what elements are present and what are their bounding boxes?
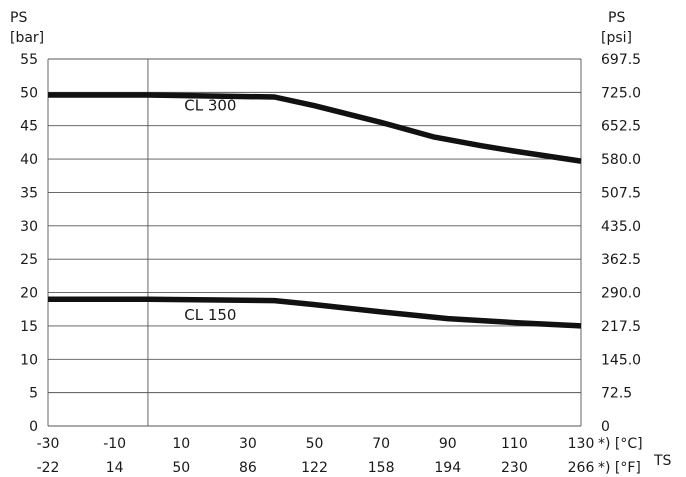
series-label-cl-150: CL 150	[184, 306, 236, 324]
right-tick-label: 290.0	[601, 286, 641, 302]
x-tick-label-celsius: 110	[501, 436, 528, 452]
left-tick-label: 40	[20, 152, 38, 168]
x-tick-label-celsius: 70	[372, 436, 390, 452]
tick-labels: 0 0 5 72.5 10 145.0 15 217.5 20 290.0 25 362.5 30 435…	[20, 52, 641, 476]
right-tick-label: 652.5	[601, 119, 641, 135]
left-tick-label: 35	[20, 185, 38, 201]
left-tick-label: 10	[20, 352, 38, 368]
right-tick-label: 580.0	[601, 152, 641, 168]
left-tick-label: 30	[20, 219, 38, 235]
x-tick-label-fahrenheit: 50	[172, 460, 190, 476]
series-lines	[48, 92, 582, 329]
right-tick-label: 217.5	[601, 319, 641, 335]
right-tick-label: 725.0	[601, 85, 641, 101]
right-tick-label: 362.5	[601, 252, 641, 268]
x-axis-title: TS	[653, 453, 672, 469]
x-tick-label-fahrenheit: -22	[37, 460, 60, 476]
x-axis-celsius-unit: *) [°C]	[598, 436, 643, 452]
left-tick-label: 45	[20, 119, 38, 135]
right-tick-label: 507.5	[601, 185, 641, 201]
right-axis-title-ps: PS	[608, 10, 625, 26]
x-tick-label-celsius: 50	[306, 436, 324, 452]
left-tick-label: 50	[20, 85, 38, 101]
series-line-cl-300	[48, 92, 582, 164]
right-tick-label: 697.5	[601, 52, 641, 68]
x-tick-label-fahrenheit: 194	[434, 460, 461, 476]
right-tick-label: 435.0	[601, 219, 641, 235]
x-tick-label-celsius: -30	[37, 436, 60, 452]
x-axis-fahrenheit-unit: *) [°F]	[598, 460, 641, 476]
left-axis-title-ps: PS	[10, 10, 27, 26]
series-label-cl-300: CL 300	[184, 97, 236, 115]
left-axis-title-unit: [bar]	[10, 30, 44, 46]
x-tick-label-fahrenheit: 230	[501, 460, 528, 476]
x-tick-label-celsius: 10	[172, 436, 190, 452]
x-tick-label-fahrenheit: 14	[106, 460, 124, 476]
x-tick-label-celsius: 90	[439, 436, 457, 452]
left-tick-label: 55	[20, 52, 38, 68]
left-tick-label: 15	[20, 319, 38, 335]
x-tick-label-fahrenheit: 158	[368, 460, 395, 476]
left-tick-label: 5	[29, 386, 38, 402]
grid	[47, 58, 582, 427]
right-tick-label: 145.0	[601, 352, 641, 368]
x-tick-label-fahrenheit: 122	[301, 460, 328, 476]
right-tick-label: 72.5	[601, 386, 632, 402]
x-tick-label-celsius: 130	[568, 436, 595, 452]
x-tick-label-fahrenheit: 86	[239, 460, 257, 476]
right-tick-label: 0	[601, 419, 610, 435]
series-labels: CL 300 CL 150	[184, 97, 236, 325]
x-tick-label-fahrenheit: 266	[568, 460, 595, 476]
series-line-cl-150	[48, 296, 582, 329]
right-axis-title-unit: [psi]	[601, 30, 632, 46]
left-tick-label: 20	[20, 286, 38, 302]
x-tick-label-celsius: 30	[239, 436, 257, 452]
x-tick-label-celsius: -10	[103, 436, 126, 452]
left-tick-label: 0	[29, 419, 38, 435]
left-tick-label: 25	[20, 252, 38, 268]
